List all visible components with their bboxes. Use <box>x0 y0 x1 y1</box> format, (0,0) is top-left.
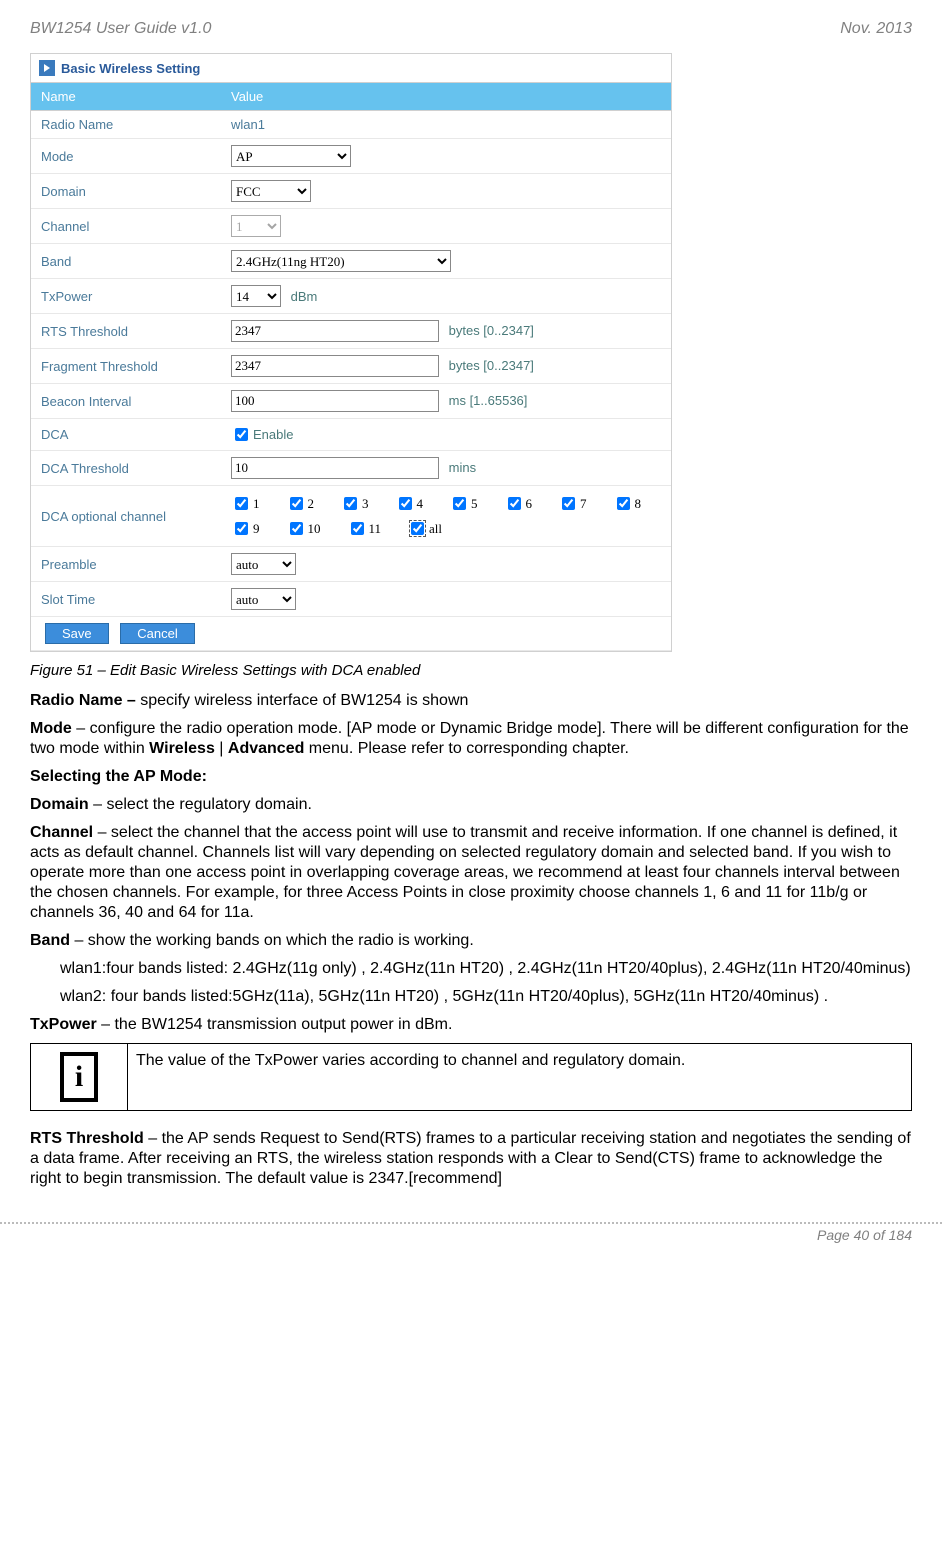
row-label: Slot Time <box>31 582 221 617</box>
row-label: DCA Threshold <box>31 451 221 486</box>
doc-title: BW1254 User Guide v1.0 <box>30 20 211 38</box>
row-label: Band <box>31 244 221 279</box>
figure-caption: Figure 51 – Edit Basic Wireless Settings… <box>30 662 912 679</box>
row-label: Fragment Threshold <box>31 349 221 384</box>
row-label: Beacon Interval <box>31 384 221 419</box>
panel-title-bar: Basic Wireless Setting <box>31 54 671 83</box>
para-domain: Domain – select the regulatory domain. <box>30 795 912 815</box>
channel-checkbox[interactable] <box>235 497 248 510</box>
dca-channel-item[interactable]: 8 <box>613 494 642 513</box>
channel-label: 2 <box>308 496 315 512</box>
domain-select[interactable]: FCC <box>231 180 311 202</box>
row-label: Channel <box>31 209 221 244</box>
mode-select[interactable]: AP <box>231 145 351 167</box>
para-wlan1: wlan1:four bands listed: 2.4GHz(11g only… <box>60 959 912 979</box>
row-label: DCA optional channel <box>31 486 221 547</box>
row-label: TxPower <box>31 279 221 314</box>
rts-input[interactable] <box>231 320 439 342</box>
dca-channel-grid: 1 2 3 4 5 6 7 8 9 10 11 all <box>231 492 661 540</box>
channel-checkbox[interactable] <box>453 497 466 510</box>
channel-checkbox[interactable] <box>562 497 575 510</box>
channel-checkbox[interactable] <box>351 522 364 535</box>
channel-select[interactable]: 1 <box>231 215 281 237</box>
col-name: Name <box>31 83 221 111</box>
para-channel: Channel – select the channel that the ac… <box>30 823 912 923</box>
cancel-button[interactable]: Cancel <box>120 623 194 644</box>
preamble-select[interactable]: auto <box>231 553 296 575</box>
dca-channel-item[interactable]: 7 <box>558 494 587 513</box>
channel-label: 10 <box>308 521 321 537</box>
dca-thresh-input[interactable] <box>231 457 439 479</box>
dca-channel-item[interactable]: 11 <box>347 519 382 538</box>
channel-checkbox[interactable] <box>290 497 303 510</box>
unit-label: mins <box>449 460 476 475</box>
dca-channel-item[interactable]: 3 <box>340 494 369 513</box>
channel-checkbox[interactable] <box>399 497 412 510</box>
beacon-input[interactable] <box>231 390 439 412</box>
settings-table: Name Value Radio Name wlan1 Mode AP Doma… <box>31 83 671 651</box>
dca-channel-item[interactable]: 6 <box>504 494 533 513</box>
panel-title: Basic Wireless Setting <box>61 61 200 76</box>
row-label: RTS Threshold <box>31 314 221 349</box>
row-label: Radio Name <box>31 111 221 139</box>
channel-label: 8 <box>635 496 642 512</box>
para-wlan2: wlan2: four bands listed:5GHz(11a), 5GHz… <box>60 987 912 1007</box>
channel-checkbox[interactable] <box>617 497 630 510</box>
channel-checkbox[interactable] <box>344 497 357 510</box>
dca-channel-item[interactable]: all <box>407 519 442 538</box>
radio-name-value: wlan1 <box>221 111 671 139</box>
page-footer: Page 40 of 184 <box>0 1224 942 1253</box>
info-icon: i <box>60 1052 98 1102</box>
txpower-select[interactable]: 14 <box>231 285 281 307</box>
channel-checkbox[interactable] <box>290 522 303 535</box>
channel-label: 6 <box>526 496 533 512</box>
para-select-ap: Selecting the AP Mode: <box>30 767 912 787</box>
dca-channel-item[interactable]: 5 <box>449 494 478 513</box>
row-label: DCA <box>31 419 221 451</box>
para-radio-name: Radio Name – specify wireless interface … <box>30 691 912 711</box>
dca-channel-item[interactable]: 9 <box>231 519 260 538</box>
dca-channel-item[interactable]: 10 <box>286 519 321 538</box>
row-label: Domain <box>31 174 221 209</box>
para-band: Band – show the working bands on which t… <box>30 931 912 951</box>
frag-input[interactable] <box>231 355 439 377</box>
save-button[interactable]: Save <box>45 623 109 644</box>
channel-label: 1 <box>253 496 260 512</box>
channel-label: 9 <box>253 521 260 537</box>
doc-date: Nov. 2013 <box>840 20 912 38</box>
arrow-right-icon <box>39 60 55 76</box>
unit-label: bytes [0..2347] <box>449 323 534 338</box>
channel-checkbox[interactable] <box>508 497 521 510</box>
slot-select[interactable]: auto <box>231 588 296 610</box>
channel-label: 3 <box>362 496 369 512</box>
unit-label: bytes [0..2347] <box>449 358 534 373</box>
unit-label: dBm <box>291 289 318 304</box>
para-mode: Mode – configure the radio operation mod… <box>30 719 912 759</box>
channel-label: 7 <box>580 496 587 512</box>
page-header: BW1254 User Guide v1.0 Nov. 2013 <box>30 20 912 38</box>
channel-checkbox[interactable] <box>411 522 424 535</box>
dca-checkbox[interactable] <box>235 428 248 441</box>
band-select[interactable]: 2.4GHz(11ng HT20) <box>231 250 451 272</box>
col-value: Value <box>221 83 671 111</box>
channel-label: 5 <box>471 496 478 512</box>
channel-label: 11 <box>369 521 382 537</box>
dca-channel-item[interactable]: 2 <box>286 494 315 513</box>
para-txpower: TxPower – the BW1254 transmission output… <box>30 1015 912 1035</box>
channel-label: 4 <box>417 496 424 512</box>
row-label: Mode <box>31 139 221 174</box>
para-rts: RTS Threshold – the AP sends Request to … <box>30 1129 912 1189</box>
channel-checkbox[interactable] <box>235 522 248 535</box>
dca-channel-item[interactable]: 1 <box>231 494 260 513</box>
dca-text: Enable <box>253 427 293 442</box>
row-label: Preamble <box>31 547 221 582</box>
info-box: i The value of the TxPower varies accord… <box>30 1043 912 1111</box>
dca-channel-item[interactable]: 4 <box>395 494 424 513</box>
wireless-settings-panel: Basic Wireless Setting Name Value Radio … <box>30 53 672 652</box>
channel-label: all <box>429 521 442 537</box>
unit-label: ms [1..65536] <box>449 393 528 408</box>
info-text: The value of the TxPower varies accordin… <box>128 1044 912 1111</box>
